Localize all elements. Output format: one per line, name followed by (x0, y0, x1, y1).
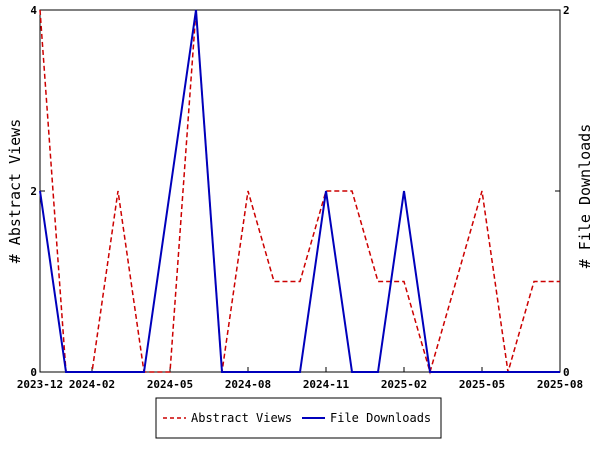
x-tick-label: 2024-08 (225, 378, 271, 391)
x-axis: 2023-12 2024-02 2024-05 2024-08 2024-11 2025-… (17, 367, 583, 391)
x-tick-label: 2025-05 (459, 378, 505, 391)
left-y-axis: 0 2 4 (30, 4, 45, 379)
x-tick-label: 2025-08 (537, 378, 583, 391)
left-y-tick-label: 2 (30, 185, 37, 198)
series-layer (39, 9, 560, 375)
legend: Abstract Views File Downloads (155, 397, 442, 439)
legend-label-abstract-views: Abstract Views (191, 411, 292, 425)
right-y-tick-label: 2 (563, 4, 570, 17)
legend-label-file-downloads: File Downloads (330, 411, 431, 425)
x-tick-label: 2025-02 (381, 378, 427, 391)
x-tick-label: 2023-12 (17, 378, 63, 391)
legend-box (155, 397, 442, 439)
series-line-abstract-views (39, 9, 560, 375)
right-y-axis-title: # File Downloads (576, 124, 594, 269)
left-y-axis-title: # Abstract Views (6, 119, 24, 264)
left-y-tick-label: 4 (30, 4, 37, 17)
x-tick-label: 2024-05 (147, 378, 193, 391)
left-y-tick-label: 0 (30, 366, 37, 379)
right-y-axis: 02 (555, 4, 570, 379)
right-y-tick-label: 0 (563, 366, 570, 379)
series-line-file-downloads (39, 9, 560, 373)
x-tick-label: 2024-11 (303, 378, 350, 391)
x-tick-label: 2024-02 (69, 378, 115, 391)
